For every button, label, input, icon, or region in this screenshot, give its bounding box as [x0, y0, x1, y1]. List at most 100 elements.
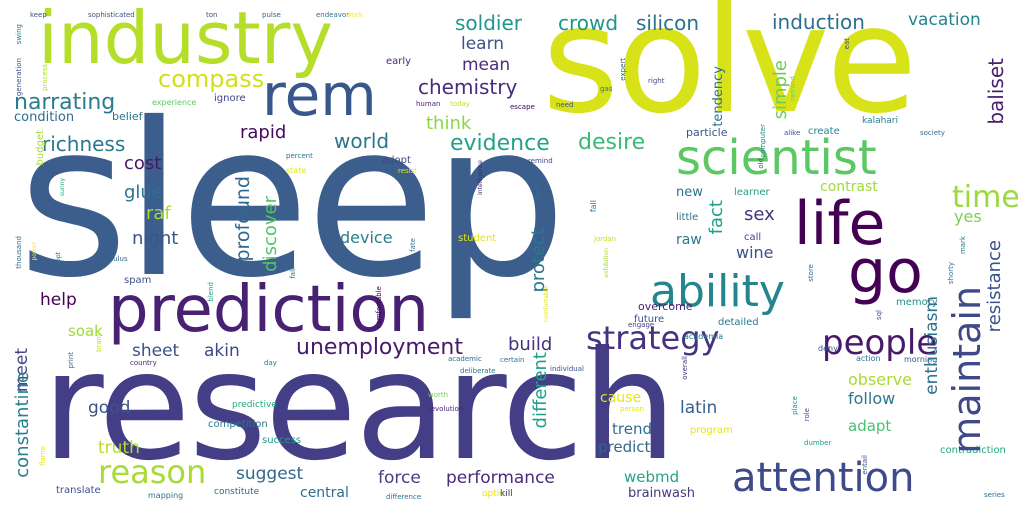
word-scientist: scientist — [676, 130, 877, 186]
word-truth: truth — [98, 438, 140, 458]
word-print: stimulus — [98, 255, 128, 263]
word-reason: reason — [98, 453, 207, 491]
word-pulse: generation — [15, 58, 23, 97]
word-overall: overall — [681, 356, 689, 380]
word-particle: particle — [686, 126, 728, 139]
word-unemployment: unemployment — [296, 335, 463, 360]
word-translate: country — [130, 359, 157, 367]
word-different: different — [530, 352, 551, 429]
word-budget: keep — [30, 11, 47, 19]
word-predictive: competition — [208, 419, 268, 430]
word-percent: adopt — [382, 155, 411, 166]
word-go: go — [848, 237, 923, 307]
word-fly: ton — [206, 11, 218, 19]
word-state: resist — [398, 167, 418, 175]
word-society: society — [920, 129, 945, 137]
word-create: create — [808, 126, 840, 137]
word-gas: gas — [600, 85, 613, 93]
word-worth: revolution — [428, 405, 464, 413]
word-role: series — [984, 491, 1005, 499]
word-tech: store — [807, 264, 815, 282]
word-work: expert — [619, 58, 627, 81]
word-compass: compass — [158, 65, 265, 93]
word-strategy: strategy — [586, 319, 720, 357]
word-day: predictive — [232, 400, 277, 410]
word-follow: follow — [848, 389, 896, 408]
word-cause: cause — [600, 390, 642, 406]
word-research: research — [42, 320, 677, 494]
word-option: difference — [386, 493, 422, 501]
word-country: brain — [95, 334, 103, 352]
word-kalahari: kalahari — [862, 116, 899, 126]
word-think: think — [426, 113, 472, 134]
word-world: world — [334, 129, 390, 153]
word-place: role — [803, 408, 811, 422]
word-mark: old — [757, 158, 765, 169]
word-thousand: sophisticated — [88, 11, 135, 19]
word-adopt: intelligence — [477, 160, 484, 195]
word-mapping: flame — [39, 446, 47, 466]
word-mean: mean — [462, 55, 511, 75]
word-carl: fate — [409, 238, 417, 252]
word-fate: shorty — [947, 262, 955, 285]
word-rem: rem — [262, 61, 377, 129]
word-early: early — [386, 56, 412, 67]
word-jordan: jordan — [594, 235, 617, 243]
word-shorty: sql — [875, 310, 883, 321]
word-deliberate: day — [264, 359, 277, 367]
word-predict: predict — [598, 438, 651, 456]
word-escape: escape — [510, 103, 535, 111]
word-revolution: kill — [500, 489, 513, 499]
word-crowd: crowd — [558, 11, 619, 35]
word-latin: latin — [680, 398, 718, 418]
word-academia: academia — [684, 332, 724, 341]
word-blend: blend — [535, 186, 542, 203]
word-spam: power — [31, 242, 38, 261]
word-contrast: contrast — [820, 179, 878, 195]
word-belief: belief — [112, 110, 143, 123]
word-attention: attention — [732, 455, 915, 501]
word-dumber: program — [690, 425, 733, 436]
word-right: right — [648, 77, 665, 85]
word-sex: sex — [744, 204, 775, 225]
word-raw: raw — [676, 232, 702, 248]
word-detailed: detailed — [718, 317, 759, 328]
word-know: thousand — [15, 236, 23, 269]
word-learner: learner — [734, 187, 770, 198]
word-sunny: state — [286, 166, 307, 175]
word-keep: endeavor — [316, 11, 350, 19]
word-kill: option — [482, 489, 511, 499]
word-brain: spam — [124, 275, 152, 286]
word-action: action — [856, 354, 881, 363]
word-exercise: individual — [550, 365, 584, 373]
word-wine: wine — [736, 243, 774, 262]
word-comfortable: comfortable — [543, 286, 550, 323]
word-webmd: webmd — [624, 468, 680, 486]
word-soak: soak — [68, 322, 103, 340]
word-ignore: ignore — [214, 93, 246, 104]
word-time: time — [952, 180, 1018, 215]
word-protect: protect — [528, 228, 549, 293]
word-induction: induction — [772, 10, 865, 34]
word-perfection: adopt — [55, 252, 62, 270]
word-enhasal: mapping — [148, 491, 184, 500]
word-today: today — [450, 100, 470, 108]
word-sleep: sleep — [18, 77, 567, 324]
word-trend: trend — [612, 420, 652, 438]
word-cost: cost — [124, 153, 162, 174]
word-central: central — [300, 485, 349, 501]
word-vacation: vacation — [908, 10, 981, 30]
word-overcome: overcome — [638, 300, 693, 313]
word-industry: industry — [38, 0, 333, 80]
word-maintain: maintain — [945, 286, 989, 454]
word-brainwash: brainwash — [628, 486, 696, 501]
word-ton: swing — [15, 24, 23, 45]
word-generation: remind — [789, 76, 797, 101]
word-suggest: suggest — [236, 464, 304, 484]
word-learn: learn — [461, 34, 505, 54]
word-adapt: adapt — [848, 417, 892, 435]
word-akin: akin — [204, 341, 240, 361]
word-performance: performance — [446, 468, 555, 488]
word-deny: deny — [818, 344, 838, 353]
